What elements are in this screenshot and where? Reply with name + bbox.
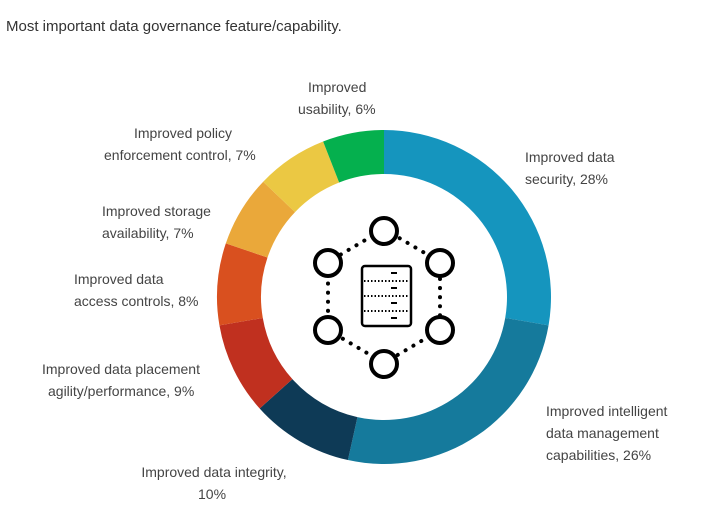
slice-label-intelligent-management: Improved intelligent data management capab… <box>546 403 668 463</box>
server-network-icon <box>313 216 455 379</box>
donut-slice-improved-intelligent-data-management-capabilities <box>347 317 549 465</box>
slice-label-storage: Improved storage availability, 7% <box>102 203 211 241</box>
slice-label-placement: Improved data placement agility/performan… <box>42 361 200 399</box>
slice-label-usability: Improved usability, 6% <box>298 79 376 117</box>
donut-slice-improved-storage-availability <box>225 181 296 258</box>
chart-title: Most important data governance feature/c… <box>6 18 342 35</box>
slice-label-policy: Improved policy enforcement control, 7% <box>104 125 256 163</box>
donut-slice-improved-data-security <box>384 130 551 326</box>
slice-label-integrity: Improved data integrity, 10% <box>141 464 287 502</box>
donut-slice-improved-data-integrity <box>259 379 358 461</box>
slice-label-access-controls: Improved data access controls, 8% <box>74 271 199 309</box>
donut-slice-improved-usability <box>323 130 384 183</box>
donut-slice-improved-data-placement-agility-performance <box>219 317 293 409</box>
slice-label-security: Improved data security, 28% <box>525 149 615 187</box>
donut-slice-improved-policy-enforcement-control <box>263 141 340 213</box>
donut-slice-improved-data-access-controls <box>217 243 268 326</box>
